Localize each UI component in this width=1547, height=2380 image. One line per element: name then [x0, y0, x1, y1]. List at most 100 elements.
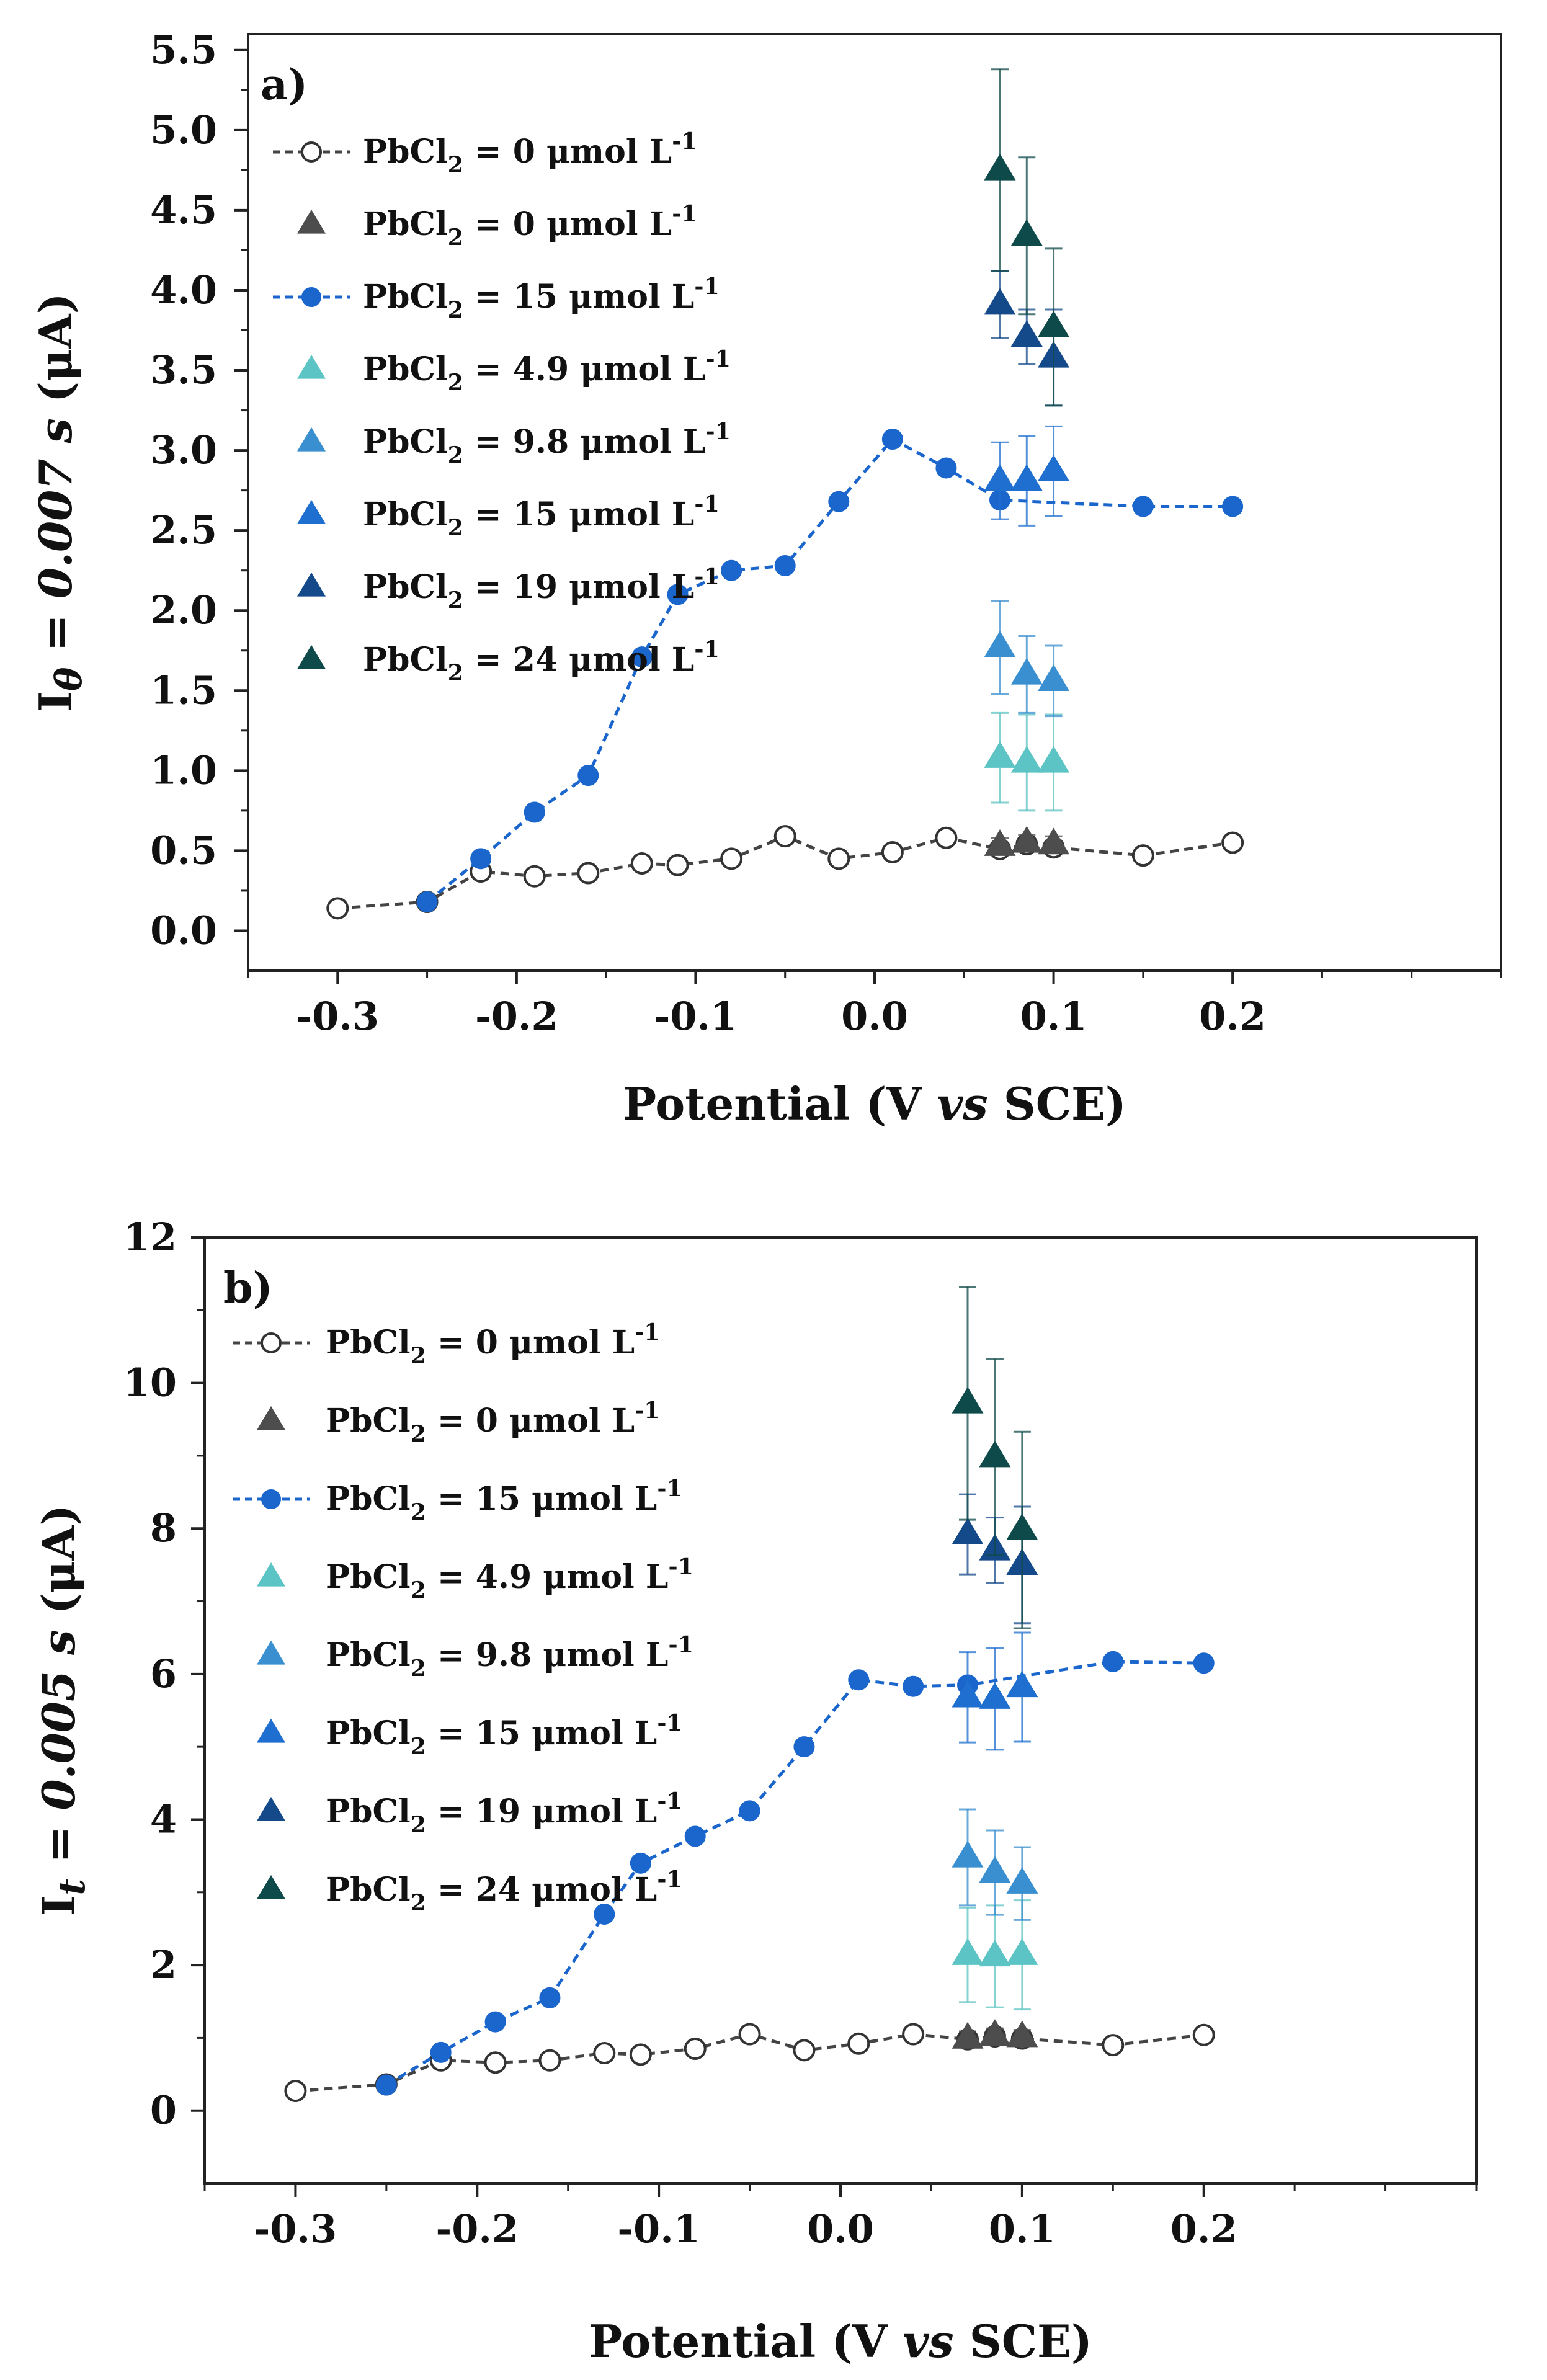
a-x-tick-label: 0.2: [1199, 994, 1266, 1039]
a-data-point: [524, 801, 545, 823]
a-series-4: [984, 600, 1070, 718]
b-data-point: [979, 1856, 1011, 1883]
b-y-tick-label: 6: [150, 1651, 177, 1696]
b-data-point: [1006, 1938, 1038, 1965]
b-legend-item: PbCl2 = 24 μmol L-1: [256, 1866, 682, 1916]
a-data-point: [1131, 844, 1154, 867]
a-data-point: [1038, 746, 1070, 773]
a-data-point: [1010, 464, 1043, 491]
b-data-point: [484, 2051, 507, 2074]
b-data-point: [1006, 2020, 1038, 2048]
a-legend-label: PbCl2 = 0 μmol L-1: [363, 200, 697, 251]
b-legend-item: PbCl2 = 15 μmol L-1: [256, 1709, 682, 1760]
a-data-point: [1132, 496, 1154, 517]
a-series-1: [984, 826, 1070, 856]
b-legend-marker: [256, 1874, 286, 1899]
b-x-tick-label: -0.3: [254, 2206, 337, 2252]
a-data-point: [1222, 496, 1244, 517]
a-data-point: [984, 288, 1016, 315]
a-legend-marker: [296, 499, 326, 524]
a-y-tick-label: 1.5: [150, 667, 217, 713]
b-series-7: [952, 1286, 1038, 1629]
b-legend-label: PbCl2 = 9.8 μmol L-1: [326, 1631, 693, 1682]
b-series-4: [952, 1808, 1038, 1921]
b-legend-marker: [261, 1489, 281, 1509]
b-series-1: [952, 2019, 1038, 2049]
b-legend-item: PbCl2 = 19 μmol L-1: [256, 1788, 682, 1838]
b-data-point: [1192, 2023, 1215, 2046]
a-data-point: [666, 854, 689, 876]
a-data-point: [984, 464, 1016, 491]
a-y-tick-label: 4.5: [150, 187, 217, 233]
b-legend-marker: [256, 1406, 286, 1430]
b-data-point: [952, 1386, 984, 1414]
b-y-tick-label: 8: [150, 1505, 177, 1551]
a-y-tick-label: 5.5: [150, 27, 217, 73]
a-y-tick-label: 4.0: [150, 267, 217, 313]
a-legend-item: PbCl2 = 4.9 μmol L-1: [296, 345, 731, 396]
b-legend-item: PbCl2 = 4.9 μmol L-1: [256, 1553, 693, 1603]
a-data-point: [984, 630, 1016, 657]
b-data-point: [952, 1517, 984, 1544]
a-y-tick-label: 5.0: [150, 107, 217, 153]
b-y-tick-label: 12: [123, 1215, 177, 1260]
b-data-point: [739, 1800, 760, 1822]
a-y-tick-label: 3.0: [150, 427, 217, 473]
a-data-point: [828, 491, 850, 512]
a-data-point: [577, 765, 599, 787]
b-data-point: [952, 1680, 984, 1708]
b-legend-label: PbCl2 = 0 μmol L-1: [326, 1397, 660, 1447]
a-legend-label: PbCl2 = 15 μmol L-1: [363, 491, 720, 541]
b-data-point: [902, 2023, 925, 2046]
a-y-tick-label: 1.0: [150, 747, 217, 793]
b-legend-marker: [256, 1718, 286, 1743]
a-data-point: [326, 897, 349, 920]
b-data-point: [539, 1987, 561, 2008]
b-x-axis-title: Potential (V vs SCE): [589, 2315, 1092, 2368]
b-legend-label: PbCl2 = 15 μmol L-1: [326, 1475, 682, 1525]
a-legend-label: PbCl2 = 19 μmol L-1: [363, 563, 720, 613]
b-y-tick-label: 10: [123, 1360, 177, 1406]
chart-panel-b: -0.3 -0.2 -0.1 0.0 0.1 0.2 0 2 4 6 8 10 12 Potential …: [32, 1215, 1478, 2368]
a-data-point: [1010, 219, 1043, 246]
a-series-2: [416, 429, 1244, 913]
b-data-point: [903, 1675, 924, 1697]
a-x-tick-label: -0.2: [475, 994, 558, 1039]
a-data-point: [470, 848, 492, 870]
b-data-point: [484, 2011, 506, 2033]
a-legend-item: PbCl2 = 15 μmol L-1: [273, 273, 720, 323]
b-series-2: [375, 1651, 1215, 2096]
b-x-tick-label: 0.1: [989, 2206, 1056, 2252]
a-data-point: [984, 153, 1016, 181]
b-data-point: [629, 2043, 652, 2066]
a-data-point: [1010, 826, 1043, 853]
b-data-point: [684, 2037, 707, 2060]
b-legend-marker: [256, 1640, 286, 1665]
b-legend-marker: [261, 1332, 282, 1353]
chart-panel-a: -0.3 -0.2 -0.1 0.0 0.1 0.2 0.0 0.5 1.0 1.5 2.0 2.5 3…: [29, 27, 1502, 1130]
b-legend-label: PbCl2 = 15 μmol L-1: [326, 1709, 682, 1760]
a-data-point: [1010, 746, 1043, 773]
b-data-point: [847, 2032, 870, 2055]
a-legend-item: PbCl2 = 15 μmol L-1: [296, 491, 720, 541]
a-data-point: [667, 584, 689, 605]
b-legend-label: PbCl2 = 24 μmol L-1: [326, 1866, 682, 1916]
b-data-point: [793, 1736, 815, 1758]
b-data-point: [1102, 2034, 1125, 2057]
b-x-tick-label: 0.2: [1170, 2206, 1237, 2252]
b-data-point: [684, 1825, 706, 1847]
a-legend-marker: [301, 141, 322, 163]
a-legend-marker: [296, 354, 326, 379]
b-x-tick-label: -0.2: [435, 2206, 519, 2252]
a-data-point: [881, 429, 903, 450]
a-series-line: [426, 437, 1233, 903]
b-data-point: [593, 2042, 616, 2065]
a-legend-item: PbCl2 = 0 μmol L-1: [296, 200, 697, 251]
a-data-point: [721, 559, 742, 581]
b-data-point: [430, 2041, 452, 2063]
a-y-tick-label: 0.5: [150, 827, 217, 873]
a-x-tick-label: -0.3: [296, 994, 379, 1039]
a-y-axis-title: Iθ = 0.007 s (μA): [29, 293, 90, 711]
a-data-point: [1038, 454, 1070, 481]
a-y-tick-label: 3.5: [150, 347, 217, 393]
